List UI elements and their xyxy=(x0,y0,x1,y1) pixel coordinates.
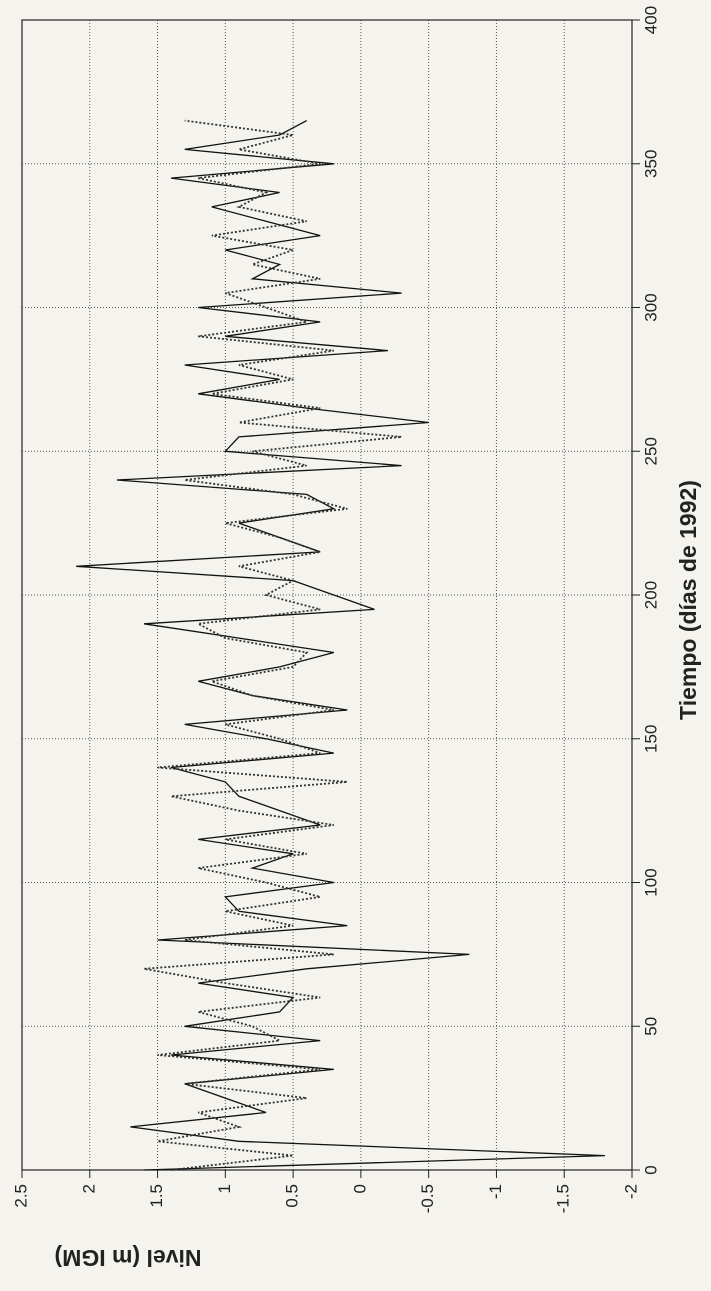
x-tick-label: 400 xyxy=(641,6,660,34)
x-tick-label: 300 xyxy=(641,293,660,321)
y-tick-label: 0.5 xyxy=(283,1184,302,1208)
y-tick-label: 1.5 xyxy=(147,1184,166,1208)
plot-frame xyxy=(21,19,633,1171)
x-tick-label: 350 xyxy=(641,150,660,178)
y-tick-label: -2 xyxy=(621,1184,640,1199)
x-tick-label: 100 xyxy=(641,868,660,896)
y-tick-label: 0 xyxy=(350,1184,369,1193)
x-axis-title: Tiempo (días de 1992) xyxy=(675,480,701,720)
y-tick-label: -1 xyxy=(486,1184,505,1199)
series-line xyxy=(143,119,402,1171)
x-tick-label: 150 xyxy=(641,725,660,753)
x-tick-label: 200 xyxy=(641,581,660,609)
x-tick-label: 50 xyxy=(641,1017,660,1036)
y-axis-title: Nivel (m IGM) xyxy=(55,1245,202,1271)
y-tick-label: 2.5 xyxy=(11,1184,30,1208)
y-tick-label: -0.5 xyxy=(418,1184,437,1213)
x-tick-label: 0 xyxy=(641,1165,660,1174)
x-tick-label: 250 xyxy=(641,437,660,465)
y-tick-label: -1.5 xyxy=(554,1184,573,1213)
y-tick-label: 1 xyxy=(215,1184,234,1193)
series-line xyxy=(76,120,605,1171)
y-tick-label: 2 xyxy=(79,1184,98,1193)
